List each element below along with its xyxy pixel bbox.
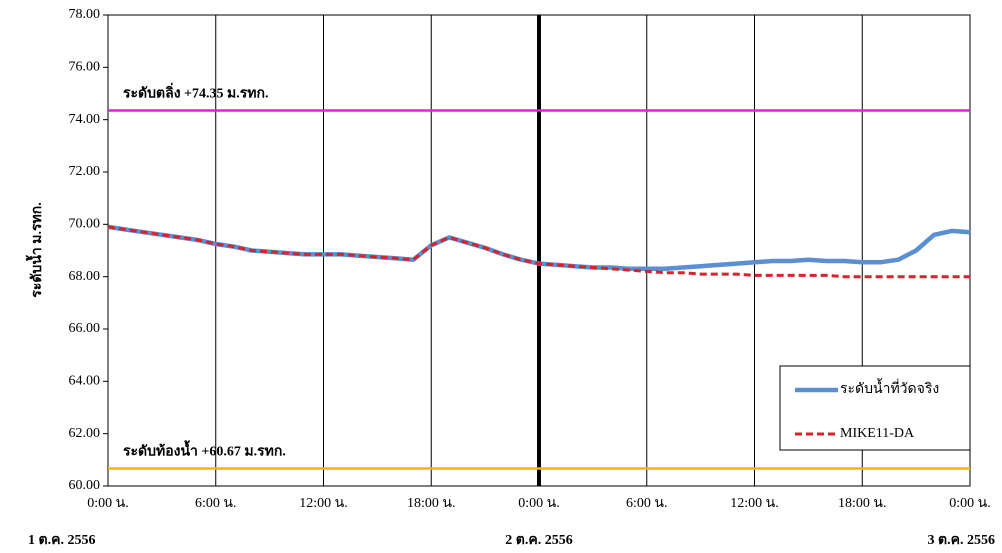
reference-label: ระดับท้องน้ำ +60.67 ม.รทก. <box>123 440 286 460</box>
date-label: 3 ต.ค. 2556 <box>928 533 995 548</box>
y-tick-label: 74.00 <box>69 112 101 127</box>
y-tick-label: 64.00 <box>69 374 101 389</box>
x-tick-label: 6:00 น. <box>626 496 667 511</box>
y-tick-label: 68.00 <box>69 269 101 284</box>
x-tick-label: 0:00 น. <box>518 496 559 511</box>
y-tick-label: 60.00 <box>69 478 101 493</box>
legend-label: MIKE11-DA <box>840 426 915 441</box>
x-tick-label: 18:00 น. <box>407 496 455 511</box>
legend-label: ระดับน้ำที่วัดจริง <box>840 378 939 397</box>
y-tick-label: 78.00 <box>69 7 101 22</box>
y-tick-label: 72.00 <box>69 164 101 179</box>
y-axis-label: ระดับน้ำ ม.รทก. <box>25 202 45 297</box>
date-label: 1 ต.ค. 2556 <box>28 533 95 548</box>
y-tick-label: 70.00 <box>69 217 101 232</box>
reference-label: ระดับตลิ่ง +74.35 ม.รทก. <box>123 83 268 102</box>
x-tick-label: 0:00 น. <box>949 496 990 511</box>
x-tick-label: 12:00 น. <box>730 496 778 511</box>
y-tick-label: 76.00 <box>69 60 101 75</box>
series-line <box>107 225 970 279</box>
x-tick-label: 0:00 น. <box>87 496 128 511</box>
legend-box <box>779 365 971 451</box>
y-tick-label: 66.00 <box>69 321 101 336</box>
x-tick-label: 18:00 น. <box>838 496 886 511</box>
x-tick-label: 6:00 น. <box>195 496 236 511</box>
y-tick-label: 62.00 <box>69 426 101 441</box>
date-label: 2 ต.ค. 2556 <box>505 533 572 548</box>
x-tick-label: 12:00 น. <box>299 496 347 511</box>
